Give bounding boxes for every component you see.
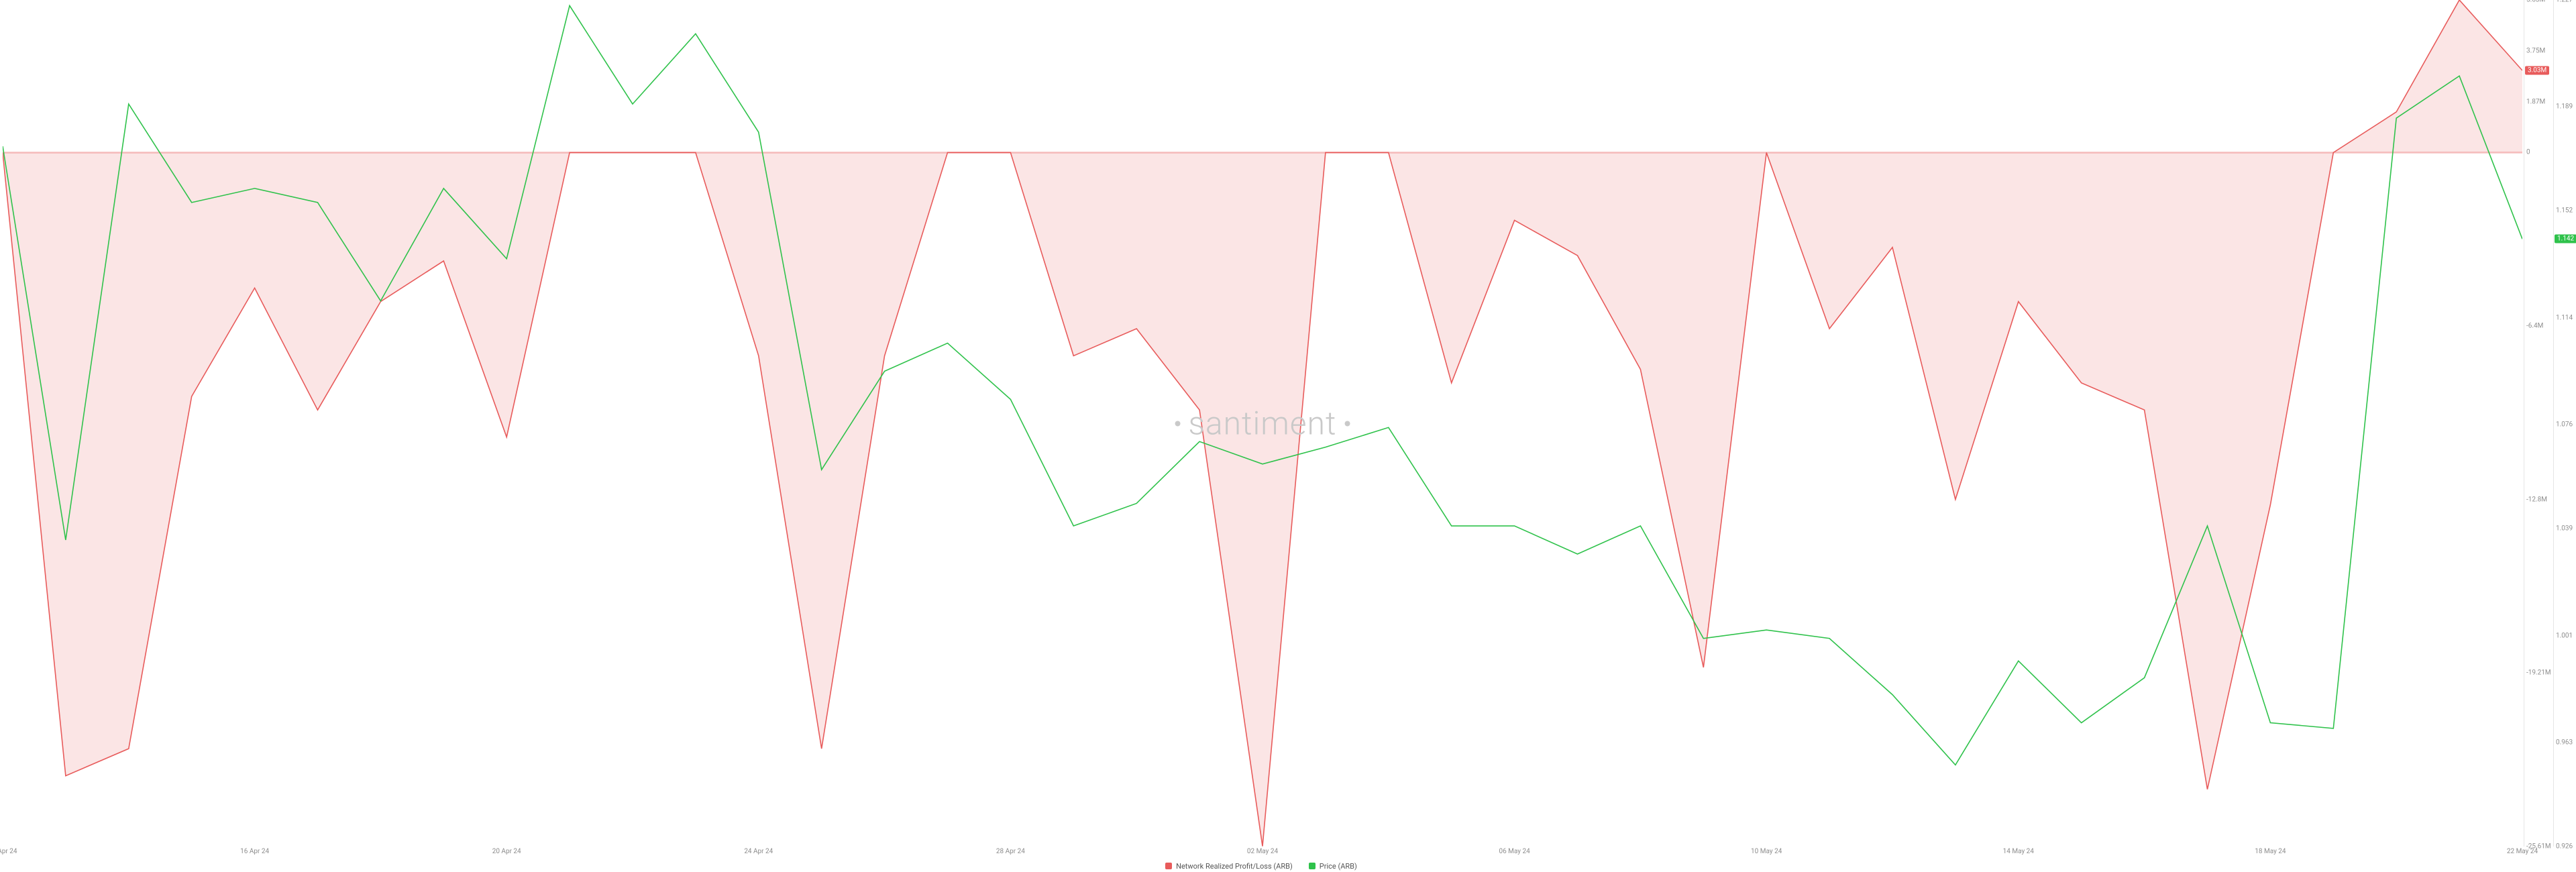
legend-swatch <box>1309 863 1316 869</box>
axis-tick: 3.75M <box>2526 47 2545 54</box>
x-axis-tick: 02 May 24 <box>1247 848 1278 855</box>
axis-tick: -19.21M <box>2526 669 2551 677</box>
axis-tick: 1.227 <box>2556 0 2573 4</box>
axis-tick: 5.63M <box>2526 0 2545 4</box>
axis-tick: 1.114 <box>2556 314 2573 321</box>
axis-current-value-badge: 1.142 <box>2555 235 2576 243</box>
legend-item-profit-loss[interactable]: Network Realized Profit/Loss (ARB) <box>1165 862 1293 871</box>
axis-current-value-badge: 3.03M <box>2525 66 2549 75</box>
axis-tick: 1.076 <box>2556 421 2573 429</box>
y-axes: 5.63M3.75M1.87M0-6.4M-12.8M-19.21M-25.61… <box>2524 0 2576 847</box>
axis-tick: 0.963 <box>2556 739 2573 746</box>
axis-tick: 0 <box>2526 149 2530 156</box>
x-axis-tick: 28 Apr 24 <box>996 848 1025 855</box>
axis-border <box>2553 0 2554 847</box>
chart-container: santiment 5.63M 3.75M 1.87M 0 -6.4M -12.8M -19… <box>0 0 2576 872</box>
axis-tick: 1.039 <box>2556 525 2573 533</box>
axis-tick: 1.189 <box>2556 103 2573 111</box>
x-axis: 12 Apr 24 16 Apr 24 20 Apr 24 24 Apr 24 28 A… <box>3 848 2522 859</box>
legend: Network Realized Profit/Loss (ARB) Price… <box>0 860 2522 872</box>
legend-label: Network Realized Profit/Loss (ARB) <box>1176 862 1293 871</box>
axis-tick: 1.001 <box>2556 632 2573 639</box>
axis-tick: 1.87M <box>2526 98 2545 105</box>
x-axis-tick: 24 Apr 24 <box>744 848 773 855</box>
plot-area[interactable]: santiment <box>3 0 2522 847</box>
x-axis-tick: 14 May 24 <box>2003 848 2034 855</box>
legend-swatch <box>1165 863 1172 869</box>
x-axis-tick: 16 Apr 24 <box>240 848 269 855</box>
x-axis-tick: 18 May 24 <box>2255 848 2286 855</box>
x-axis-tick: 22 May 24 <box>2507 848 2538 855</box>
axis-tick: -12.8M <box>2526 496 2547 503</box>
axis-tick: 1.152 <box>2556 207 2573 215</box>
x-axis-tick: 20 Apr 24 <box>492 848 521 855</box>
y-axis-profit-loss: 5.63M3.75M1.87M0-6.4M-12.8M-19.21M-25.61… <box>2524 0 2552 847</box>
y-axis-price: 1.227 1.189 1.152 1.114 1.076 1.039 1.001 0.963… <box>2555 0 2575 847</box>
x-axis-tick: 10 May 24 <box>1751 848 1782 855</box>
legend-label: Price (ARB) <box>1320 862 1357 871</box>
axis-tick: -6.4M <box>2526 322 2543 329</box>
axis-tick: 0.926 <box>2556 843 2573 851</box>
legend-item-price[interactable]: Price (ARB) <box>1309 862 1357 871</box>
chart-svg <box>3 0 2522 847</box>
x-axis-tick: 12 Apr 24 <box>0 848 17 855</box>
x-axis-tick: 06 May 24 <box>1499 848 1529 855</box>
